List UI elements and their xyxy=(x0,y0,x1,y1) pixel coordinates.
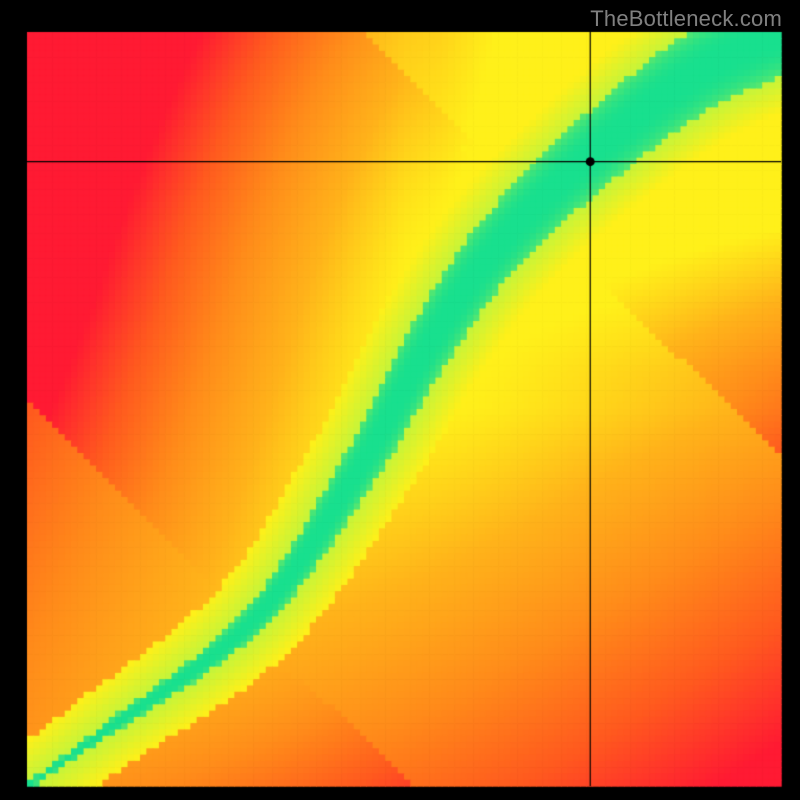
watermark-text: TheBottleneck.com xyxy=(590,6,782,32)
chart-container: TheBottleneck.com xyxy=(0,0,800,800)
bottleneck-heatmap xyxy=(0,0,800,800)
